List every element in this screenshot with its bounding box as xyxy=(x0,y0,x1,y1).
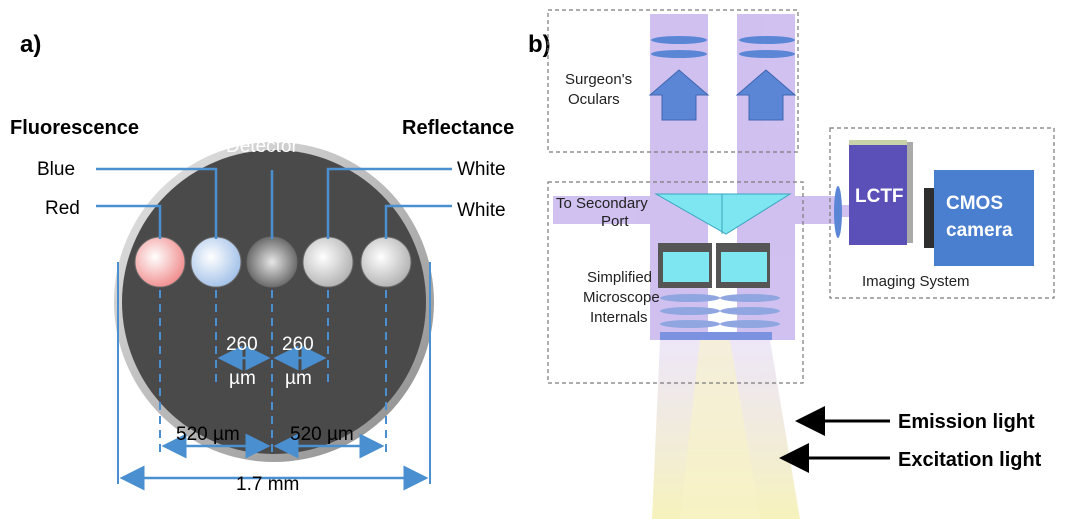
dim-260-right-unit: µm xyxy=(285,368,312,389)
excitation-core xyxy=(680,340,760,519)
fiber-leader-lines xyxy=(96,167,452,239)
imaging-system-label: Imaging System xyxy=(862,273,970,290)
excitation-light-label: Excitation light xyxy=(898,449,1042,471)
reflectance-label: Reflectance xyxy=(402,117,514,139)
dimension-arrows xyxy=(119,345,429,491)
panel-b: b) Surgeon's Oculars xyxy=(528,9,1055,519)
imaging-system: LCTF CMOS camera Imaging System xyxy=(834,140,1034,290)
imaging-lens xyxy=(834,186,842,238)
dim-260-left: 260 xyxy=(226,334,258,355)
fiber-white-2 xyxy=(360,236,412,288)
camera-label-line1: CMOS xyxy=(946,193,1003,214)
dimension-guides xyxy=(159,290,387,455)
dashed-boxes xyxy=(547,9,1055,384)
lctf-filter xyxy=(849,140,907,245)
ocular-lenses xyxy=(651,36,795,58)
fiber-red xyxy=(134,236,186,288)
fluorescence-label: Fluorescence xyxy=(10,117,139,139)
dim-260-right: 260 xyxy=(282,334,314,355)
dim-520-right: 520 µm xyxy=(290,424,354,445)
fiber-white-1 xyxy=(302,236,354,288)
blue-label: Blue xyxy=(37,159,75,180)
camera-label-line2: camera xyxy=(946,220,1013,241)
internals-label-line1: Simplified xyxy=(587,269,652,286)
oculars-label-line2: Oculars xyxy=(568,91,620,108)
white-label-top: White xyxy=(457,159,506,180)
panel-b-label: b) xyxy=(528,31,551,58)
beam-splitter-prism xyxy=(654,193,792,235)
microscope-internals xyxy=(658,243,780,340)
camera-mount xyxy=(924,188,934,248)
microscope-box xyxy=(547,181,804,384)
emission-light-label: Emission light xyxy=(898,411,1035,433)
lctf-label: LCTF xyxy=(855,186,904,207)
white-label-bottom: White xyxy=(457,200,506,221)
oculars-label-line1: Surgeon's xyxy=(565,71,632,88)
dim-260-left-unit: µm xyxy=(229,368,256,389)
fiber-detector xyxy=(246,236,298,288)
cmos-camera xyxy=(934,170,1034,266)
red-label: Red xyxy=(45,198,80,219)
secondary-port-label-line1: To Secondary xyxy=(556,195,648,212)
ocular-prisms xyxy=(648,69,797,121)
internals-label-line3: Internals xyxy=(590,309,648,326)
detector-label: Detector xyxy=(226,136,298,157)
panel-a-label: a) xyxy=(20,31,41,58)
dim-520-left: 520 µm xyxy=(176,424,240,445)
dim-total: 1.7 mm xyxy=(236,474,299,495)
light-legend: Emission light Excitation light xyxy=(779,406,1042,473)
outer-extension-lines xyxy=(117,262,431,484)
internals-label-line2: Microscope xyxy=(583,289,660,306)
imaging-system-box xyxy=(829,127,1055,299)
secondary-port-label-line2: Port xyxy=(601,213,629,230)
fiber-blue xyxy=(190,236,242,288)
panel-a: a) Fluorescence Reflectance Blue Red Det… xyxy=(10,31,514,495)
probe-face xyxy=(122,150,426,454)
